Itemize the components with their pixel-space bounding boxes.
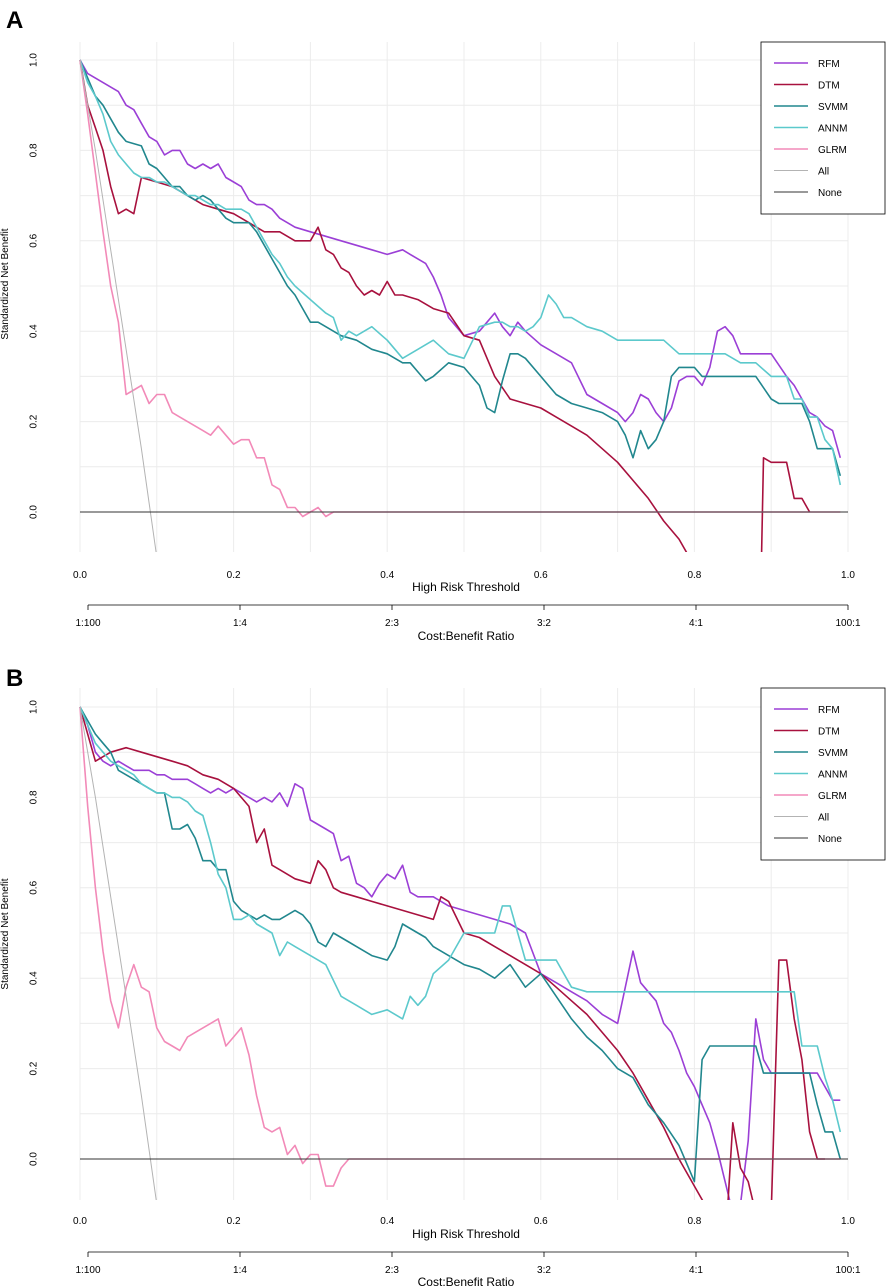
panel-b-x-tick-label: 0.0 bbox=[73, 1216, 87, 1227]
panel-b-y-tick-label: 0.4 bbox=[29, 971, 40, 985]
panel-b-secondary-tick-label: 100:1 bbox=[835, 1265, 860, 1276]
panel-a-series-annm-line bbox=[79, 59, 842, 486]
panel-a-series-rfm-line bbox=[79, 59, 842, 459]
panel-b-y-tick-label: 0.8 bbox=[29, 790, 40, 804]
panel-b-legend-label-none: None bbox=[818, 834, 842, 845]
panel-b-x-tick-label: 0.2 bbox=[227, 1216, 241, 1227]
panel-b-series-svmm-line bbox=[79, 706, 842, 1183]
panel-b-legend-label-svmm: SVMM bbox=[818, 748, 848, 759]
panel-a-secondary-axis-title: Cost:Benefit Ratio bbox=[418, 629, 515, 643]
panel-b-series bbox=[79, 706, 848, 1200]
panel-b-legend-label-all: All bbox=[818, 813, 829, 824]
panel-b-x-tick-label: 0.8 bbox=[687, 1216, 701, 1227]
panel-a-y-axis-title: Standardized Net Benefit bbox=[0, 228, 11, 339]
panel-a-grid bbox=[79, 42, 849, 552]
panel-a-secondary-tick-label: 100:1 bbox=[835, 618, 860, 629]
panel-a-series-all-line bbox=[79, 59, 157, 552]
panel-a-legend-label-annm: ANNM bbox=[818, 124, 847, 135]
panel-b-series-rfm-line bbox=[79, 706, 841, 1200]
panel-b-secondary-tick-label: 4:1 bbox=[689, 1265, 703, 1276]
panel-a-x-tick-label: 0.6 bbox=[534, 570, 548, 581]
panel-b-secondary-tick-label: 2:3 bbox=[385, 1265, 399, 1276]
panel-b-label: B bbox=[6, 665, 23, 692]
panel-b-series-annm-line bbox=[79, 706, 842, 1133]
panel-b-legend-label-glrm: GLRM bbox=[818, 791, 847, 802]
panel-a-secondary-tick-label: 1:4 bbox=[233, 618, 247, 629]
panel-b-x-tick-label: 0.6 bbox=[534, 1216, 548, 1227]
panel-a-axes: 0.0 0.2 0.4 0.6 0.8 1.0 0.0 0.2 0.4 0.6 0.8 1.0 1:10… bbox=[29, 53, 861, 629]
panel-b-y-tick-label: 0.6 bbox=[29, 880, 40, 894]
panel-b-y-tick-label: 0.0 bbox=[29, 1152, 40, 1166]
panel-b-y-tick-label: 0.2 bbox=[29, 1061, 40, 1075]
panel-a-legend-label-all: All bbox=[818, 167, 829, 178]
panel-a-secondary-tick-label: 2:3 bbox=[385, 618, 399, 629]
panel-a-secondary-tick-label: 4:1 bbox=[689, 618, 703, 629]
panel-a: A 0.0 0.2 0.4 0.6 0.8 1.0 0.0 0.2 0.4 0.6 0.8 1.0 1:… bbox=[0, 7, 886, 643]
panel-a-y-tick-label: 0.8 bbox=[29, 143, 40, 157]
panel-b-y-axis-title: Standardized Net Benefit bbox=[0, 878, 11, 989]
panel-b-y-tick-label: 1.0 bbox=[29, 700, 40, 714]
panel-b-legend-label-dtm: DTM bbox=[818, 727, 840, 738]
panel-a-x-axis-title: High Risk Threshold bbox=[412, 580, 520, 594]
panel-a-legend-label-none: None bbox=[818, 188, 842, 199]
panel-a-series-glrm-line bbox=[79, 59, 841, 518]
panel-a-y-tick-label: 0.6 bbox=[29, 233, 40, 247]
panel-b-legend: RFM DTM SVMM ANNM GLRM All None bbox=[760, 687, 886, 861]
panel-a-series-svmm-line bbox=[79, 59, 842, 477]
panel-a-legend-label-rfm: RFM bbox=[818, 59, 840, 70]
panel-b-x-tick-label: 0.4 bbox=[380, 1216, 394, 1227]
panel-b-secondary-tick-label: 1:4 bbox=[233, 1265, 247, 1276]
panel-a-legend-label-svmm: SVMM bbox=[818, 102, 848, 113]
panel-b-legend-label-rfm: RFM bbox=[818, 705, 840, 716]
panel-b-x-axis-title: High Risk Threshold bbox=[412, 1227, 520, 1241]
panel-a-secondary-tick-label: 1:100 bbox=[75, 618, 100, 629]
panel-a-series bbox=[79, 59, 848, 552]
panel-a-y-tick-label: 0.0 bbox=[29, 505, 40, 519]
panel-a-label: A bbox=[6, 7, 23, 34]
panel-a-x-tick-label: 0.2 bbox=[227, 570, 241, 581]
panel-a-y-tick-label: 1.0 bbox=[29, 53, 40, 67]
panel-b-secondary-tick-label: 3:2 bbox=[537, 1265, 551, 1276]
panel-a-legend-label-glrm: GLRM bbox=[818, 145, 847, 156]
panel-a-legend: RFM DTM SVMM ANNM GLRM All None bbox=[760, 41, 886, 215]
panel-b-axes: 0.0 0.2 0.4 0.6 0.8 1.0 0.0 0.2 0.4 0.6 0.8 1.0 1:10… bbox=[29, 700, 861, 1276]
panel-b-x-tick-label: 1.0 bbox=[841, 1216, 855, 1227]
panel-a-x-tick-label: 0.4 bbox=[380, 570, 394, 581]
panel-b-series-dtm-line bbox=[79, 706, 825, 1200]
panel-b-secondary-tick-label: 1:100 bbox=[75, 1265, 100, 1276]
panel-a-x-tick-label: 0.0 bbox=[73, 570, 87, 581]
panel-a-y-tick-label: 0.2 bbox=[29, 414, 40, 428]
panel-b-secondary-axis-title: Cost:Benefit Ratio bbox=[418, 1275, 515, 1288]
panel-b-series-all-line bbox=[79, 706, 157, 1200]
panel-b: B 0.0 0.2 0.4 0.6 0.8 1.0 0.0 0.2 0.4 0.6 0.8 1.0 1:… bbox=[0, 665, 886, 1288]
panel-a-legend-label-dtm: DTM bbox=[818, 81, 840, 92]
panel-a-x-tick-label: 0.8 bbox=[687, 570, 701, 581]
panel-a-secondary-tick-label: 3:2 bbox=[537, 618, 551, 629]
panel-b-legend-label-annm: ANNM bbox=[818, 770, 847, 781]
panel-a-y-tick-label: 0.4 bbox=[29, 324, 40, 338]
panel-a-x-tick-label: 1.0 bbox=[841, 570, 855, 581]
